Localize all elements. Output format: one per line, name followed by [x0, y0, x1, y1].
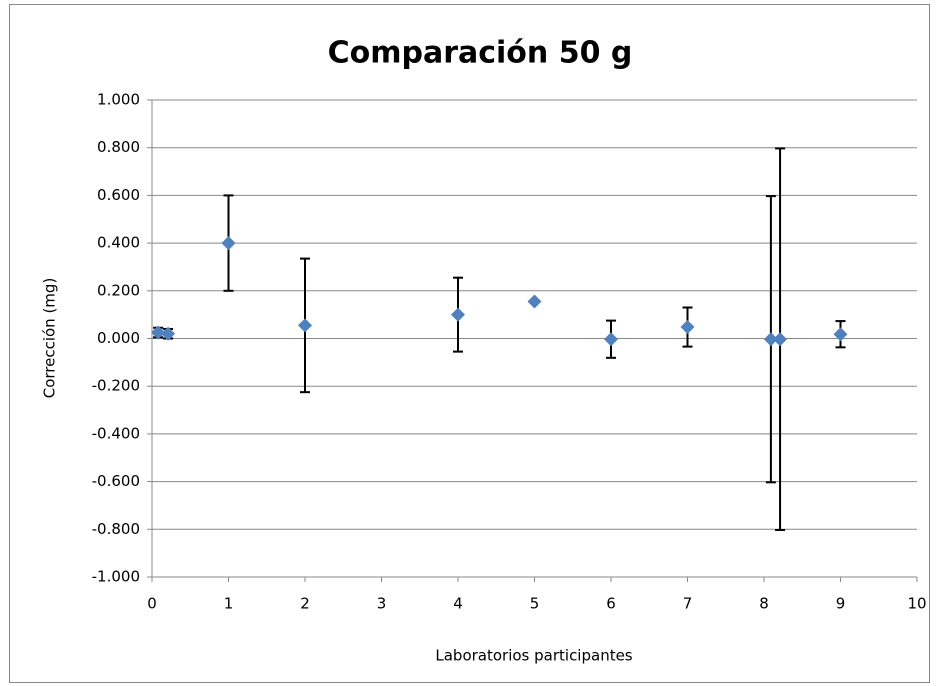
x-tick-label: 6: [606, 595, 616, 613]
x-tick-label: 10: [907, 595, 926, 613]
chart-title: Comparación 50 g: [328, 36, 633, 71]
y-tick-label: 0.800: [97, 138, 140, 156]
point: [833, 327, 848, 342]
point: [680, 320, 695, 335]
chart-frame: [9, 4, 930, 683]
y-tick-label: -0.600: [92, 472, 140, 490]
x-tick-label: 4: [453, 595, 463, 613]
point: [773, 332, 788, 347]
y-tick-label: 0.600: [97, 186, 140, 204]
x-tick-label: 3: [377, 595, 387, 613]
x-tick-label: 7: [683, 595, 693, 613]
point: [604, 332, 618, 347]
point: [298, 318, 312, 333]
x-tick-label: 0: [147, 595, 157, 613]
x-tick-label: 8: [759, 595, 769, 613]
y-tick-label: -0.200: [92, 377, 140, 395]
y-tick-label: 1.000: [97, 91, 140, 109]
x-axis-label: Laboratorios participantes: [435, 647, 632, 665]
point: [763, 332, 778, 347]
point: [451, 307, 465, 322]
point: [161, 326, 176, 341]
x-tick-label: 5: [530, 595, 540, 613]
y-tick-label: 0.000: [97, 329, 140, 347]
y-axis-label: Corrección (mg): [41, 278, 59, 399]
point: [527, 294, 542, 309]
y-tick-label: -0.400: [92, 424, 140, 442]
x-tick-label: 2: [300, 595, 310, 613]
point: [221, 236, 236, 251]
x-tick-label: 9: [836, 595, 846, 613]
y-tick-label: 0.200: [97, 281, 140, 299]
point: [151, 325, 166, 340]
y-tick-label: 0.400: [97, 234, 140, 252]
y-tick-label: -0.800: [92, 520, 140, 538]
y-tick-label: -1.000: [92, 568, 140, 586]
x-tick-label: 1: [224, 595, 234, 613]
